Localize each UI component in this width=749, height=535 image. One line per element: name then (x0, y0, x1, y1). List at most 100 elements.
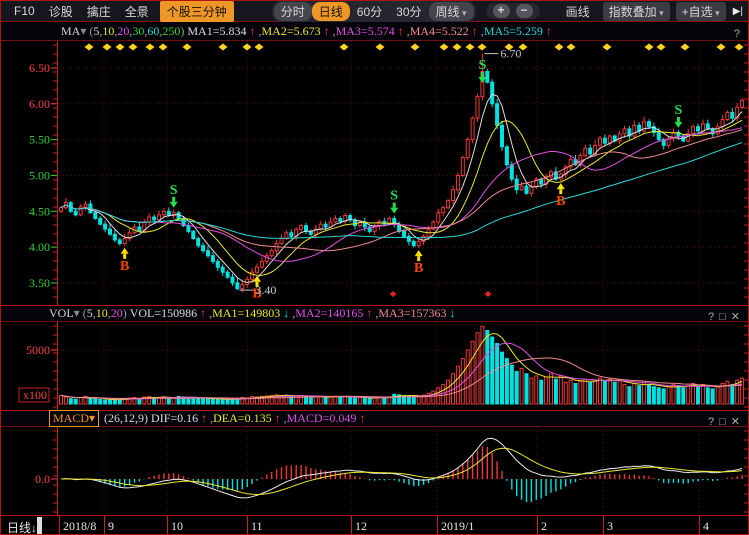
x-axis-tick (59, 516, 60, 534)
macd-chart-canvas[interactable]: 0.0 (1, 427, 749, 515)
header-text: (26,12,9) (101, 411, 152, 425)
header-text: MA1=5.834 (187, 23, 247, 38)
close-icon[interactable]: ✕ (730, 416, 740, 428)
main-chart-canvas[interactable]: 6.50 6.00 5.50 5.00 4.50 4.00 3.50 B S B S B S B S 6.70… (1, 41, 749, 305)
chevron-down-icon: ▾ (656, 7, 664, 18)
header-text: , (159, 23, 163, 38)
volume-chart-canvas[interactable]: 5000 x100 (1, 322, 749, 410)
x-axis-label: 4 (703, 519, 709, 533)
header-text: , (144, 23, 148, 38)
header-text: MA5=5.259 (483, 23, 543, 38)
toolbar-button-2[interactable]: 诊股 (48, 4, 73, 19)
maximize-icon[interactable]: □ (719, 311, 726, 323)
header-text: , (280, 411, 287, 425)
x-axis-tick (351, 516, 352, 534)
svg-text:0.0: 0.0 (35, 472, 50, 486)
period-tab-3[interactable]: 60分 (356, 4, 383, 19)
header-text: , (477, 23, 484, 38)
x-axis-label: 2018/8 (63, 519, 97, 533)
period-tab-4[interactable]: 30分 (396, 4, 422, 19)
toolbar-right-button-2[interactable]: 指数叠加 ▾ (602, 1, 670, 21)
chevron-down-icon: ▾ (712, 7, 720, 18)
header-text: DIF=0.16 (151, 411, 199, 425)
header-text: ↑ (198, 411, 208, 425)
period-tab-2[interactable]: 日线 (311, 1, 350, 21)
help-icon[interactable]: ? (708, 311, 715, 323)
svg-text:3.50: 3.50 (29, 276, 50, 290)
sell-mark: S (390, 189, 398, 204)
svg-text:5000: 5000 (26, 343, 50, 357)
collapse-panel-icon[interactable]: ▶| (732, 5, 743, 17)
splitter-handle[interactable] (37, 517, 42, 534)
toolbar: F10 诊股 擒庄 全景 个股三分钟 分时 日线 60分 30分 周线 ▾ + − 画线 指数叠加 … (1, 1, 748, 22)
period-tabs: 分时 日线 60分 30分 周线 ▾ (271, 1, 476, 22)
header-text: , (99, 23, 103, 38)
header-text: , (289, 306, 296, 320)
svg-text:5.00: 5.00 (29, 168, 50, 182)
x-axis-tick (104, 516, 105, 534)
toolbar-right: 画线 指数叠加 ▾ +自选 ▾ ▶| (559, 1, 743, 21)
help-icon[interactable]: ? (708, 416, 715, 428)
header-text: ↑ (468, 23, 478, 38)
header-text: VOL=150986 (129, 306, 198, 320)
main-indicator-header: MA ▾ (5, 10, 20, 30, 60, 250) MA1=5.834 ↑ , MA2… (1, 22, 748, 41)
buy-mark: B (414, 261, 423, 276)
period-selector[interactable]: 日线↓ (7, 521, 38, 535)
x-axis-label: 12 (355, 519, 367, 533)
period-tab-5[interactable]: 周线 ▾ (428, 1, 474, 21)
header-text: , (329, 23, 336, 38)
volume-window-buttons: ? □ ✕ (703, 307, 740, 325)
header-text: ↑ (320, 23, 330, 38)
x-axis-label: 9 (108, 519, 114, 533)
header-text: MA2=140165 (295, 306, 364, 320)
period-tab-1[interactable]: 分时 (273, 1, 312, 21)
svg-text:6.50: 6.50 (29, 61, 50, 75)
sell-mark: S (675, 103, 683, 118)
sell-mark: S (170, 183, 178, 198)
header-text: 10 (95, 306, 108, 320)
header-text: ↓ (280, 306, 290, 320)
toolbar-right-button-3[interactable]: +自选 ▾ (675, 1, 726, 21)
x-axis-label: 10 (171, 519, 183, 533)
header-text: MA3=5.574 (335, 23, 395, 38)
header-text: MA2=5.673 (261, 23, 321, 38)
header-text: , (107, 306, 111, 320)
header-text: , (207, 411, 214, 425)
zoom-out-button[interactable]: − (515, 4, 533, 18)
volume-indicator-header: VOL ▾ (5, 10, 20) VOL=150986 ↑ , MA1=149803 … (1, 305, 748, 322)
toolbar-right-button-1[interactable]: 画线 (565, 4, 590, 19)
x-axis-tick (437, 516, 438, 534)
header-text: ↑ (542, 23, 552, 38)
price-callout: 3.40 (255, 283, 276, 297)
x-axis-tick (247, 516, 248, 534)
macd-indicator-header-dropdown[interactable]: MACD▾ (49, 410, 100, 427)
x-axis-tick (167, 516, 168, 534)
header-text: , (129, 23, 133, 38)
zoom-in-button[interactable]: + (492, 4, 510, 18)
volume-indicator-header-dropdown[interactable]: VOL (49, 306, 74, 320)
help-icon[interactable]: ? (733, 28, 740, 40)
volume-unit-label: x100 (23, 388, 47, 402)
header-text: ▾ (73, 306, 83, 320)
macd-window-buttons: ? □ ✕ (703, 412, 740, 430)
main-indicator-header-dropdown[interactable]: MA (61, 23, 81, 38)
sell-mark: S (479, 58, 487, 73)
toolbar-button-4[interactable]: 全景 (124, 4, 149, 19)
maximize-icon[interactable]: □ (719, 416, 726, 428)
header-text: , (92, 306, 96, 320)
header-text: DEA=0.135 (213, 411, 272, 425)
x-axis-label: 2019/1 (441, 519, 475, 533)
header-text: ↑ (356, 411, 366, 425)
header-text: ▾ (80, 23, 90, 38)
header-text: MA3=157363 (378, 306, 447, 320)
toolbar-button-1[interactable]: F10 (14, 4, 35, 18)
header-text: 10 (102, 23, 115, 38)
svg-text:6.00: 6.00 (29, 97, 50, 111)
header-text: ↑ (246, 23, 256, 38)
toolbar-button-5[interactable]: 个股三分钟 (159, 1, 234, 22)
buy-mark: B (120, 259, 129, 274)
close-icon[interactable]: ✕ (730, 311, 740, 323)
toolbar-button-3[interactable]: 擒庄 (86, 4, 111, 19)
x-axis-label: 3 (607, 519, 613, 533)
